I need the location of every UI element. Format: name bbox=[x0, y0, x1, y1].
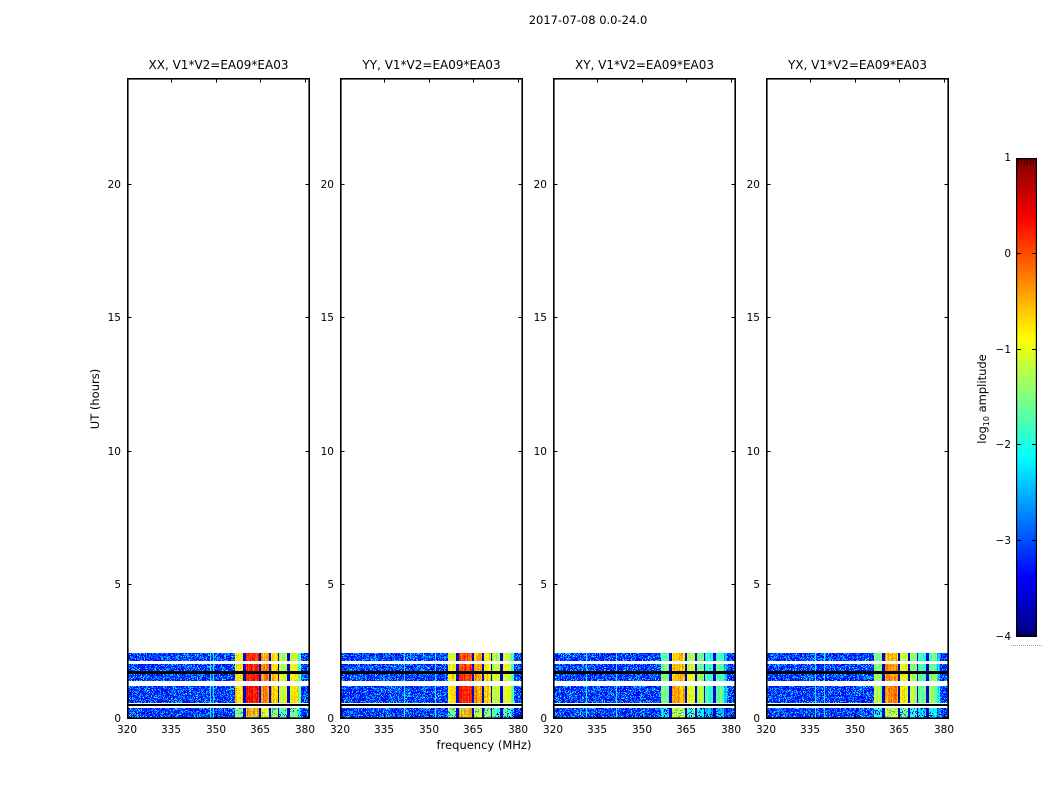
y-tick-label: 10 bbox=[533, 446, 547, 458]
x-tick-label: 380 bbox=[933, 724, 955, 736]
panel-xy: XY, V1*V2=EA09*EA03 bbox=[553, 58, 736, 719]
y-tick-label: 10 bbox=[320, 446, 334, 458]
figure-title: 2017-07-08 0.0-24.0 bbox=[528, 13, 648, 27]
panel-title-xy: XY, V1*V2=EA09*EA03 bbox=[574, 58, 715, 72]
x-tick-label: 350 bbox=[418, 724, 440, 736]
x-tick-label: 320 bbox=[116, 724, 138, 736]
x-tick-label: 350 bbox=[631, 724, 653, 736]
x-tick-label: 365 bbox=[249, 724, 271, 736]
y-tick-label: 20 bbox=[107, 179, 121, 191]
colorbar-tick-label: −3 bbox=[995, 535, 1011, 547]
x-tick-label: 350 bbox=[205, 724, 227, 736]
panel-xx: XX, V1*V2=EA09*EA03 bbox=[127, 58, 310, 719]
y-tick-label: 0 bbox=[114, 713, 121, 725]
x-tick-label: 320 bbox=[755, 724, 777, 736]
colorbar-tick-label: 1 bbox=[1004, 152, 1011, 164]
x-tick-label: 380 bbox=[294, 724, 316, 736]
y-tick-label: 0 bbox=[540, 713, 547, 725]
panel-title-yy: YY, V1*V2=EA09*EA03 bbox=[362, 58, 501, 72]
y-tick-label: 20 bbox=[320, 179, 334, 191]
colorbar-label-prefix: log bbox=[974, 426, 989, 444]
x-tick-label: 335 bbox=[160, 724, 182, 736]
panel-title-xx: XX, V1*V2=EA09*EA03 bbox=[148, 58, 289, 72]
y-tick-label: 0 bbox=[327, 713, 334, 725]
y-tick-label: 20 bbox=[533, 179, 547, 191]
spectrogram-canvas-yx bbox=[766, 78, 949, 719]
colorbar-tick-label: −1 bbox=[995, 344, 1011, 356]
colorbar-tick-label: 0 bbox=[1004, 248, 1011, 260]
colorbar-end-dotted-line bbox=[1011, 645, 1042, 646]
x-tick-label: 365 bbox=[462, 724, 484, 736]
x-tick-label: 335 bbox=[799, 724, 821, 736]
x-tick-label: 365 bbox=[675, 724, 697, 736]
y-tick-label: 15 bbox=[746, 312, 760, 324]
colorbar-gradient-canvas bbox=[1016, 158, 1037, 637]
y-tick-label: 0 bbox=[753, 713, 760, 725]
colorbar-tick-label: −4 bbox=[995, 631, 1011, 643]
x-tick-label: 335 bbox=[373, 724, 395, 736]
colorbar-label-suffix: amplitude bbox=[974, 354, 989, 417]
y-axis-label: UT (hours) bbox=[88, 368, 102, 430]
x-tick-label: 350 bbox=[844, 724, 866, 736]
x-tick-label: 335 bbox=[586, 724, 608, 736]
x-tick-label: 320 bbox=[329, 724, 351, 736]
x-tick-label: 380 bbox=[507, 724, 529, 736]
y-tick-label: 5 bbox=[540, 579, 547, 591]
panel-title-yx: YX, V1*V2=EA09*EA03 bbox=[787, 58, 928, 72]
x-axis-label: frequency (MHz) bbox=[436, 738, 532, 752]
spectrogram-canvas-yy bbox=[340, 78, 523, 719]
y-tick-label: 15 bbox=[533, 312, 547, 324]
colorbar-tick-label: −2 bbox=[995, 439, 1011, 451]
y-tick-label: 20 bbox=[746, 179, 760, 191]
x-tick-label: 365 bbox=[888, 724, 910, 736]
spectrogram-canvas-xx bbox=[127, 78, 310, 719]
panel-yx: YX, V1*V2=EA09*EA03 bbox=[766, 58, 949, 719]
y-tick-label: 10 bbox=[107, 446, 121, 458]
colorbar-label: log10 amplitude bbox=[975, 354, 991, 444]
x-tick-label: 380 bbox=[720, 724, 742, 736]
colorbar bbox=[1016, 158, 1037, 637]
colorbar-label-subscript: 10 bbox=[982, 416, 992, 427]
y-tick-label: 15 bbox=[107, 312, 121, 324]
panel-yy: YY, V1*V2=EA09*EA03 bbox=[340, 58, 523, 719]
x-tick-label: 320 bbox=[542, 724, 564, 736]
y-tick-label: 5 bbox=[753, 579, 760, 591]
spectrogram-canvas-xy bbox=[553, 78, 736, 719]
y-tick-label: 15 bbox=[320, 312, 334, 324]
y-tick-label: 10 bbox=[746, 446, 760, 458]
y-tick-label: 5 bbox=[114, 579, 121, 591]
y-tick-label: 5 bbox=[327, 579, 334, 591]
